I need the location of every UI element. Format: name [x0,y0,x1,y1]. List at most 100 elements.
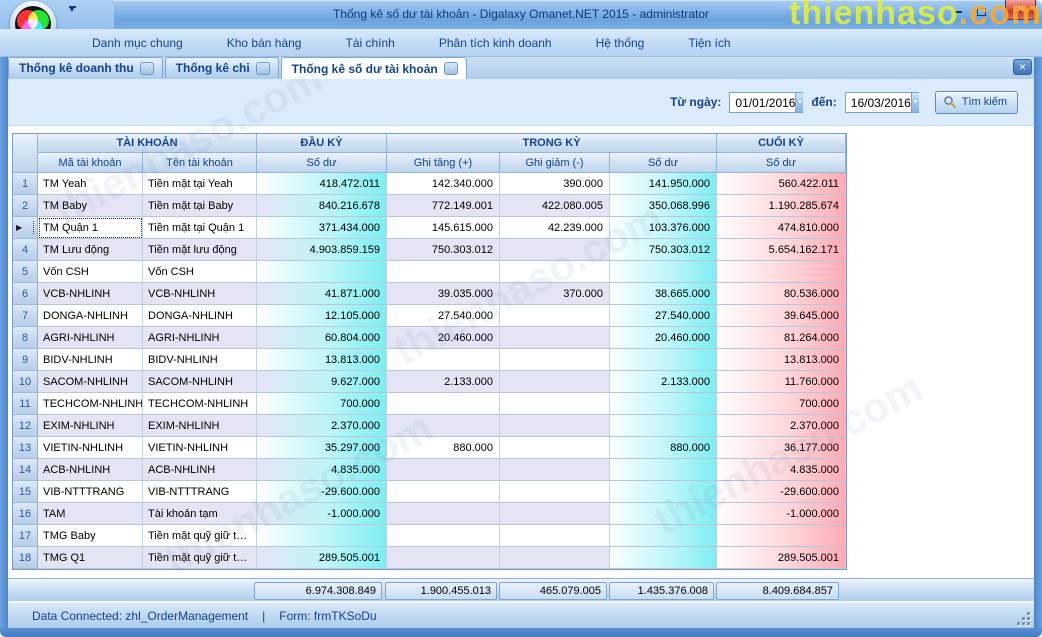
table-row[interactable]: ▶16 TAM Tài khoản tạm -1.000.000 -1.000.… [13,503,846,525]
cell-decrease[interactable]: 42.239.000 [500,217,610,239]
row-header-cell[interactable]: ▶9 [13,349,38,371]
cell-closing-balance[interactable]: 289.505.001 [717,547,846,569]
row-header-cell[interactable]: ▶3 [13,217,38,239]
cell-period-balance[interactable] [610,525,717,547]
cell-account-name[interactable]: Tiền mặt tại Baby [143,195,257,217]
tab-close-icon[interactable]: ✕ [256,62,270,75]
cell-opening-balance[interactable]: 9.627.000 [257,371,387,393]
cell-increase[interactable]: 27.540.000 [387,305,500,327]
cell-decrease[interactable] [500,371,610,393]
row-header-cell[interactable]: ▶13 [13,437,38,459]
cell-opening-balance[interactable]: 840.216.678 [257,195,387,217]
cell-account-name[interactable]: VIB-NTTTRANG [143,481,257,503]
cell-closing-balance[interactable]: 11.760.000 [717,371,846,393]
column-header-so-du-cuoi-ky[interactable]: Số dư [717,153,846,173]
cell-increase[interactable]: 2.133.000 [387,371,500,393]
cell-period-balance[interactable]: 103.376.000 [610,217,717,239]
cell-period-balance[interactable]: 350.068.996 [610,195,717,217]
cell-account-name[interactable]: Tiền mặt tại Yeah [143,173,257,195]
cell-decrease[interactable]: 370.000 [500,283,610,305]
tab-close-icon[interactable]: ✕ [140,62,154,75]
menu-item-kho-ban-hang[interactable]: Kho bán hàng [221,33,308,53]
cell-decrease[interactable] [500,547,610,569]
column-header-ma-tai-khoan[interactable]: Mã tài khoản [38,153,143,173]
row-header-cell[interactable]: ▶15 [13,481,38,503]
cell-increase[interactable]: 750.303.012 [387,239,500,261]
cell-increase[interactable]: 39.035.000 [387,283,500,305]
cell-decrease[interactable] [500,437,610,459]
cell-period-balance[interactable]: 27.540.000 [610,305,717,327]
cell-account-code[interactable]: VIETIN-NHLINH [38,437,143,459]
table-row[interactable]: ▶1 TM Yeah Tiền mặt tại Yeah 418.472.011… [13,173,846,195]
cell-closing-balance[interactable]: 474.810.000 [717,217,846,239]
maximize-button[interactable] [970,4,992,19]
row-header-cell[interactable]: ▶7 [13,305,38,327]
table-row[interactable]: ▶7 DONGA-NHLINH DONGA-NHLINH 12.105.000 … [13,305,846,327]
cell-account-name[interactable]: Tiền mặt quỹ giữ t… [143,547,257,569]
cell-increase[interactable]: 880.000 [387,437,500,459]
cell-account-code[interactable]: TM Yeah [38,173,143,195]
minimize-button[interactable] [946,4,968,19]
row-header-cell[interactable]: ▶1 [13,173,38,195]
cell-increase[interactable] [387,503,500,525]
cell-decrease[interactable] [500,503,610,525]
cell-closing-balance[interactable]: 39.645.000 [717,305,846,327]
row-header-cell[interactable]: ▶4 [13,239,38,261]
cell-period-balance[interactable]: 2.133.000 [610,371,717,393]
cell-period-balance[interactable] [610,459,717,481]
cell-account-code[interactable]: TECHCOM-NHLINH [38,393,143,415]
tab-thong-ke-doanh-thu[interactable]: Thống kê doanh thu ✕ [8,57,163,78]
cell-period-balance[interactable] [610,261,717,283]
cell-opening-balance[interactable]: 2.370.000 [257,415,387,437]
cell-increase[interactable] [387,481,500,503]
cell-decrease[interactable] [500,481,610,503]
column-header-so-du-dau-ky[interactable]: Số dư [257,153,387,173]
cell-opening-balance[interactable]: 41.871.000 [257,283,387,305]
cell-opening-balance[interactable]: -1.000.000 [257,503,387,525]
row-header-cell[interactable]: ▶2 [13,195,38,217]
cell-account-name[interactable]: EXIM-NHLINH [143,415,257,437]
cell-decrease[interactable] [500,459,610,481]
cell-decrease[interactable] [500,525,610,547]
grid-corner-cell[interactable] [13,134,38,173]
search-button[interactable]: Tìm kiếm [935,91,1018,114]
cell-increase[interactable] [387,547,500,569]
cell-decrease[interactable] [500,305,610,327]
menu-item-tai-chinh[interactable]: Tài chính [339,33,400,53]
row-header-cell[interactable]: ▶11 [13,393,38,415]
cell-decrease[interactable]: 422.080.005 [500,195,610,217]
cell-account-code[interactable]: TMG Q1 [38,547,143,569]
table-row[interactable]: ▶5 Vốn CSH Vốn CSH [13,261,846,283]
cell-account-code[interactable]: ACB-NHLINH [38,459,143,481]
cell-opening-balance[interactable]: 700.000 [257,393,387,415]
cell-account-code[interactable]: DONGA-NHLINH [38,305,143,327]
cell-closing-balance[interactable]: 36.177.000 [717,437,846,459]
cell-account-code[interactable]: BIDV-NHLINH [38,349,143,371]
to-date-input[interactable]: 16/03/2016 ▼ [845,92,919,113]
resize-grip[interactable] [1016,611,1030,625]
cell-account-name[interactable]: DONGA-NHLINH [143,305,257,327]
from-date-dropdown-button[interactable]: ▼ [795,93,803,112]
cell-increase[interactable] [387,261,500,283]
column-header-ten-tai-khoan[interactable]: Tên tài khoản [143,153,257,173]
row-header-cell[interactable]: ▶16 [13,503,38,525]
cell-closing-balance[interactable]: -29.600.000 [717,481,846,503]
close-button[interactable]: ✕ [1005,0,1036,20]
tab-panel-close-button[interactable]: ✕ [1013,59,1032,75]
group-header-tai-khoan[interactable]: TÀI KHOẢN [38,134,257,153]
tab-close-icon[interactable]: ✕ [444,62,458,75]
row-header-cell[interactable]: ▶18 [13,547,38,569]
menu-item-phan-tich-kinh-doanh[interactable]: Phân tích kinh doanh [433,33,558,53]
cell-account-name[interactable]: Tài khoản tạm [143,503,257,525]
cell-account-code[interactable]: AGRI-NHLINH [38,327,143,349]
cell-account-name[interactable]: AGRI-NHLINH [143,327,257,349]
cell-period-balance[interactable] [610,547,717,569]
cell-closing-balance[interactable]: 80.536.000 [717,283,846,305]
tab-thong-ke-chi[interactable]: Thống kê chi ✕ [165,57,279,78]
cell-period-balance[interactable]: 750.303.012 [610,239,717,261]
table-row[interactable]: ▶12 EXIM-NHLINH EXIM-NHLINH 2.370.000 2.… [13,415,846,437]
table-row[interactable]: ▶11 TECHCOM-NHLINH TECHCOM-NHLINH 700.00… [13,393,846,415]
cell-opening-balance[interactable]: 60.804.000 [257,327,387,349]
cell-closing-balance[interactable]: 560.422.011 [717,173,846,195]
cell-increase[interactable]: 20.460.000 [387,327,500,349]
